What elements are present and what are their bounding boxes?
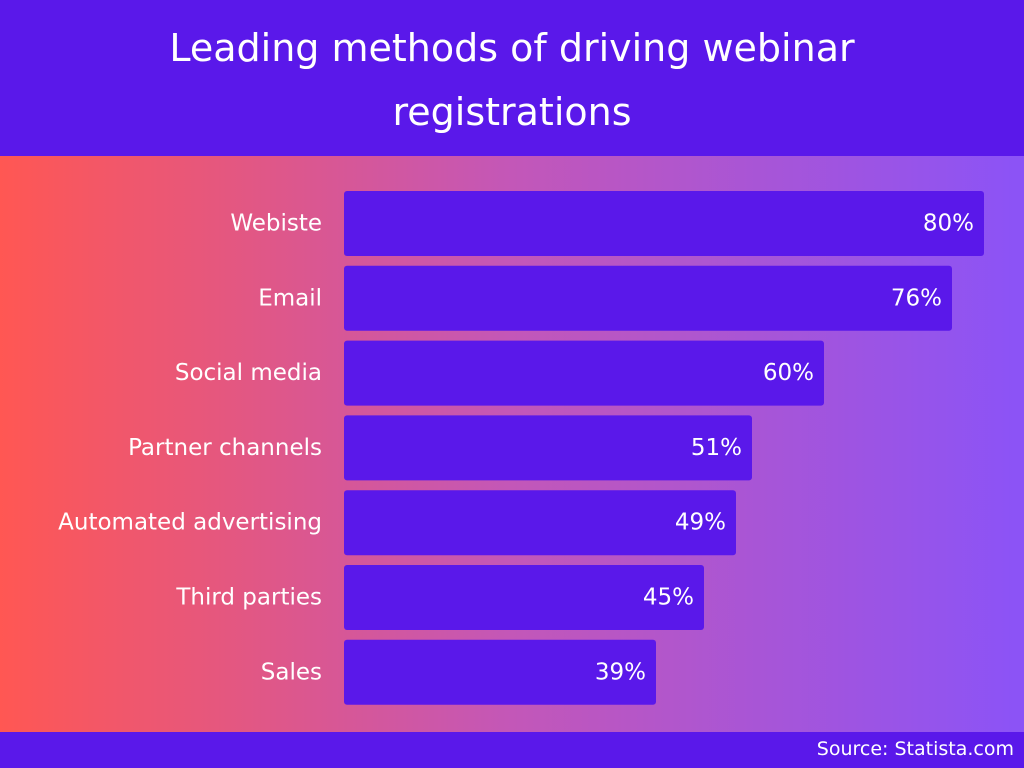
category-label: Partner channels bbox=[128, 435, 322, 461]
category-label: Email bbox=[258, 285, 322, 311]
chart-title: Leading methods of driving webinar regis… bbox=[169, 26, 855, 134]
bar-webiste bbox=[344, 191, 984, 256]
bar-email bbox=[344, 265, 952, 331]
category-label: Social media bbox=[175, 360, 322, 386]
category-label: Automated advertising bbox=[58, 510, 322, 536]
value-label: 80% bbox=[923, 211, 974, 237]
source-label: Source: Statista.com bbox=[816, 738, 1014, 760]
chart-header: Leading methods of driving webinar regis… bbox=[0, 0, 1024, 156]
value-label: 60% bbox=[763, 360, 814, 386]
bar-sales bbox=[344, 639, 656, 705]
value-label: 39% bbox=[595, 659, 646, 685]
value-label: 51% bbox=[691, 435, 742, 461]
chart-panel: Webiste 80% Email 76% Social media 60% Partner… bbox=[0, 156, 1024, 732]
category-label: Webiste bbox=[230, 211, 322, 237]
category-label: Third parties bbox=[175, 585, 322, 611]
bar-chart: Webiste 80% Email 76% Social media 60% Partner… bbox=[58, 191, 984, 705]
category-label: Sales bbox=[261, 659, 322, 685]
bar-partner-channels bbox=[344, 415, 752, 481]
chart-footer: Source: Statista.com bbox=[0, 732, 1024, 768]
bar-social-media bbox=[344, 340, 824, 406]
bar-third-parties bbox=[344, 565, 704, 630]
value-label: 49% bbox=[675, 510, 726, 536]
value-label: 45% bbox=[643, 585, 694, 611]
value-label: 76% bbox=[891, 285, 942, 311]
bar-automated-advertising bbox=[344, 490, 736, 556]
